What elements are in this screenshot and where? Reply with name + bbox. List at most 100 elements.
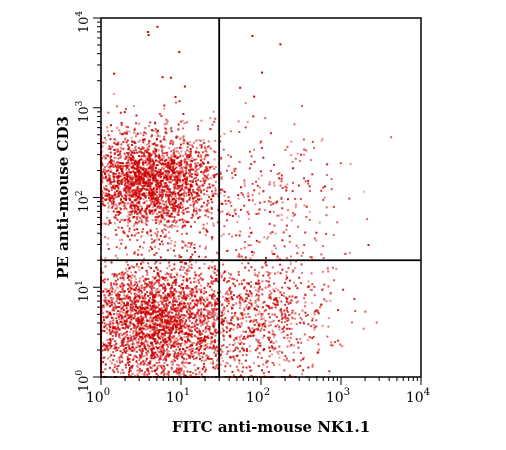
data-point — [155, 194, 158, 197]
data-point — [172, 205, 175, 208]
data-point — [133, 204, 135, 207]
data-point — [145, 132, 147, 135]
data-point — [197, 154, 200, 157]
data-point — [139, 217, 142, 219]
data-point — [122, 133, 124, 136]
data-point — [257, 339, 260, 342]
data-point — [205, 330, 208, 333]
data-point — [162, 165, 165, 168]
data-point — [209, 332, 212, 335]
data-point — [160, 194, 163, 197]
data-point — [214, 312, 217, 315]
data-point — [227, 310, 230, 313]
data-point — [128, 344, 130, 347]
data-point — [147, 351, 150, 354]
data-point — [131, 181, 134, 184]
data-point — [180, 170, 183, 173]
data-point — [181, 310, 184, 313]
data-point — [156, 317, 159, 320]
data-point — [260, 140, 263, 143]
data-point — [179, 193, 182, 196]
data-point — [133, 330, 136, 333]
data-point — [189, 180, 192, 182]
data-point — [184, 166, 187, 169]
data-point — [126, 297, 129, 300]
data-point — [203, 193, 206, 196]
data-point — [129, 348, 132, 351]
data-point — [113, 363, 116, 366]
data-point — [228, 322, 231, 325]
data-point — [140, 176, 143, 179]
data-point — [106, 130, 109, 133]
data-point — [212, 150, 215, 153]
data-point — [143, 309, 145, 312]
data-point — [192, 168, 194, 171]
data-point — [166, 120, 169, 123]
data-point — [206, 222, 209, 225]
data-point — [129, 177, 132, 179]
data-point — [139, 204, 142, 207]
data-point — [114, 196, 117, 199]
data-point — [216, 359, 218, 362]
data-point — [151, 289, 154, 292]
data-point — [267, 336, 270, 339]
data-point — [169, 275, 172, 278]
data-point — [150, 301, 153, 304]
data-point — [135, 263, 138, 266]
data-point — [151, 219, 154, 221]
data-point — [257, 297, 260, 299]
data-point — [147, 173, 150, 176]
data-point — [128, 186, 131, 189]
data-point — [161, 318, 163, 321]
data-point — [181, 203, 184, 206]
data-point — [175, 277, 178, 280]
data-point — [150, 335, 153, 338]
data-point — [106, 243, 109, 246]
data-point — [181, 328, 184, 331]
data-point — [118, 273, 120, 276]
data-point — [181, 362, 184, 365]
data-point — [208, 183, 211, 186]
data-point — [135, 301, 138, 304]
data-point — [121, 180, 124, 183]
data-point — [184, 326, 187, 329]
data-point — [197, 186, 200, 189]
data-point — [179, 291, 182, 294]
data-point — [131, 339, 134, 342]
data-point — [173, 276, 176, 278]
data-point — [200, 170, 203, 173]
data-point — [117, 191, 120, 194]
data-point — [196, 308, 199, 311]
data-point — [183, 139, 186, 142]
data-point — [159, 317, 162, 320]
data-point — [128, 169, 130, 172]
data-point — [126, 179, 129, 182]
data-point — [165, 303, 168, 306]
data-point — [243, 184, 246, 187]
data-point — [163, 277, 166, 280]
data-point — [177, 370, 180, 373]
data-point — [148, 182, 151, 185]
data-point — [142, 325, 145, 327]
data-point — [168, 338, 170, 341]
data-point — [135, 311, 138, 314]
data-point — [125, 347, 127, 350]
data-point — [116, 163, 119, 166]
data-point — [164, 162, 167, 165]
data-point — [101, 162, 104, 165]
data-point — [123, 152, 126, 155]
data-point — [157, 171, 159, 174]
data-point — [128, 183, 131, 186]
data-point — [200, 337, 203, 340]
data-point — [197, 279, 200, 282]
data-point — [150, 198, 153, 201]
data-point — [195, 176, 198, 179]
data-point — [128, 346, 131, 349]
data-point — [222, 320, 225, 323]
data-point — [168, 324, 171, 327]
data-point — [137, 291, 140, 293]
data-point — [162, 212, 165, 215]
data-point — [217, 312, 220, 315]
data-point — [141, 327, 144, 329]
data-point — [164, 206, 167, 209]
